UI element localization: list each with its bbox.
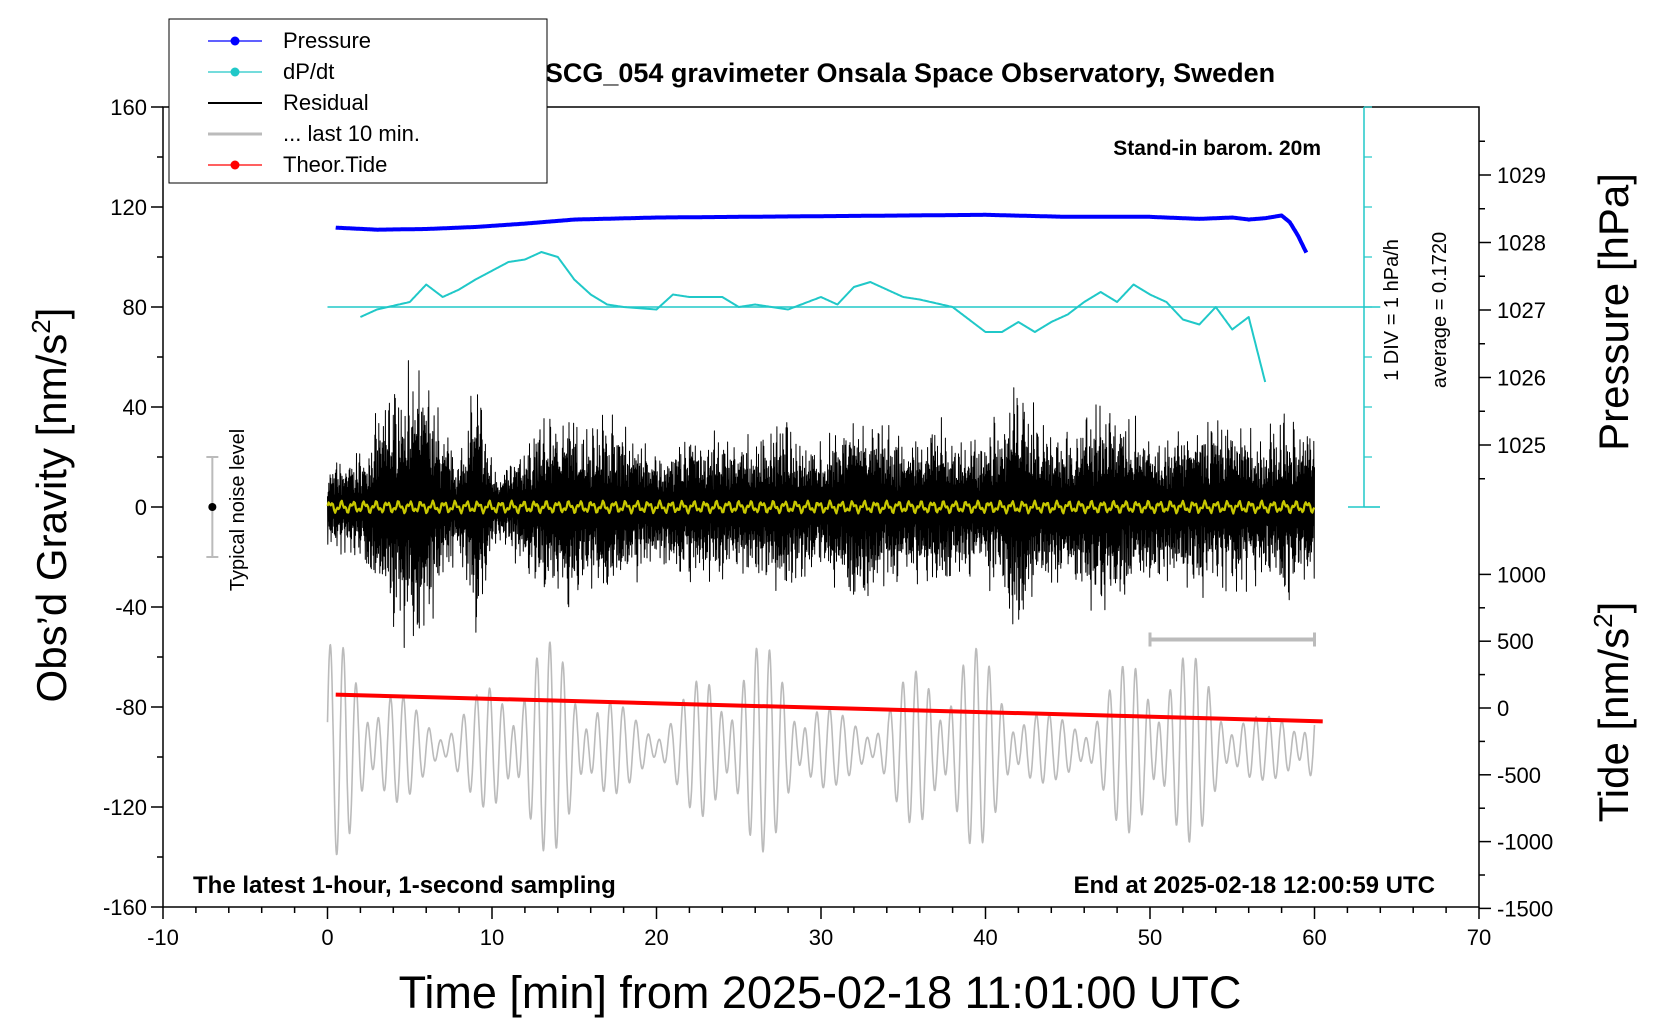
series-residual <box>327 360 1315 648</box>
average-label: average = 0.1720 <box>1429 232 1451 388</box>
series-pressure <box>334 212 1309 254</box>
tide-tick-label: 500 <box>1497 629 1534 654</box>
legend-label: Residual <box>283 90 369 115</box>
x-tick-label: 20 <box>644 925 668 950</box>
legend-marker <box>230 160 240 170</box>
y-label-tide-sup: 2 <box>1588 613 1618 627</box>
pressure-tick-label: 1028 <box>1497 231 1546 256</box>
x-tick-label: -10 <box>147 925 179 950</box>
pressure-tick-label: 1029 <box>1497 163 1546 188</box>
series-theor-tide <box>335 692 1323 724</box>
gravity-tick-label: 120 <box>110 195 147 220</box>
series-layer <box>326 212 1381 856</box>
stand-in-barom-label: Stand-in barom. 20m <box>1113 137 1321 160</box>
tide-axis: 1000 500 0 -500 -1000 -1500 <box>1479 562 1553 921</box>
tide-tick-label: -500 <box>1497 763 1541 788</box>
y-axis-label-pressure: Pressure [hPa] <box>1590 173 1637 451</box>
gravity-tick-label: 160 <box>110 95 147 120</box>
series-last10-tide <box>326 641 1316 856</box>
legend-label: dP/dt <box>283 59 334 84</box>
y-label-tide-end: ] <box>1590 602 1637 614</box>
gravity-tick-label: -80 <box>115 695 147 720</box>
chart-title: SCG_054 gravimeter Onsala Space Observat… <box>545 58 1275 88</box>
pressure-tick-label: 1027 <box>1497 298 1546 323</box>
y-label-tide-main: Tide [nm/s <box>1590 628 1637 823</box>
tide-tick-label: -1000 <box>1497 830 1553 855</box>
series-residual-smoothed <box>326 499 1316 515</box>
markers-layer <box>206 456 1316 647</box>
legend-box <box>168 18 548 184</box>
gravity-tick-label: -40 <box>115 595 147 620</box>
legend-marker <box>230 67 240 77</box>
pressure-tick-label: 1025 <box>1497 433 1546 458</box>
noise-bar-center <box>208 503 217 511</box>
div-label: 1 DIV = 1 hPa/h <box>1381 239 1403 381</box>
y-label-left-sup: 2 <box>26 319 56 333</box>
x-tick-label: 50 <box>1138 925 1162 950</box>
tide-tick-label: 0 <box>1497 696 1509 721</box>
x-tick-label: 30 <box>809 925 833 950</box>
sampling-note: The latest 1-hour, 1-second sampling <box>193 872 616 899</box>
x-tick-label: 70 <box>1467 925 1491 950</box>
x-tick-label: 40 <box>973 925 997 950</box>
legend-marker <box>230 36 240 46</box>
gravity-tick-label: -160 <box>103 895 147 920</box>
y-label-left-main: Obs’d Gravity [nm/s <box>28 334 75 703</box>
y-axis-label-left: Obs’d Gravity [nm/s2] <box>26 308 75 703</box>
pressure-axis: 1029 1028 1027 1026 1025 <box>1479 140 1546 480</box>
x-tick-label: 10 <box>480 925 504 950</box>
legend-entries: Pressure dP/dt Residual ... last 10 min. The… <box>208 28 420 177</box>
x-tick-label: 60 <box>1302 925 1326 950</box>
legend-label: Theor.Tide <box>283 152 387 177</box>
x-tick-label: 0 <box>321 925 333 950</box>
gravity-tick-label: -120 <box>103 795 147 820</box>
noise-level-label: Typical noise level <box>227 429 249 591</box>
gravity-tick-label: 80 <box>123 295 147 320</box>
gravity-tick-label: 0 <box>135 495 147 520</box>
gravity-axis: 160 120 80 40 0 -40 -80 -120 -160 <box>103 95 163 920</box>
legend-label: ... last 10 min. <box>283 121 420 146</box>
x-axis: -10 0 10 20 30 40 50 60 70 <box>147 907 1491 950</box>
x-axis-label: Time [min] from 2025-02-18 11:01:00 UTC <box>399 967 1242 1018</box>
y-label-left-end: ] <box>28 308 75 320</box>
series-dpdt <box>359 251 1267 383</box>
tide-tick-label: 1000 <box>1497 562 1546 587</box>
y-axis-label-tide: Tide [nm/s2] <box>1588 602 1637 823</box>
pressure-tick-label: 1026 <box>1497 366 1546 391</box>
gravity-tick-label: 40 <box>123 395 147 420</box>
legend-label: Pressure <box>283 28 371 53</box>
legend: Pressure dP/dt Residual ... last 10 min. The… <box>168 18 548 184</box>
tide-tick-label: -1500 <box>1497 896 1553 921</box>
end-time-note: End at 2025-02-18 12:00:59 UTC <box>1074 872 1436 899</box>
